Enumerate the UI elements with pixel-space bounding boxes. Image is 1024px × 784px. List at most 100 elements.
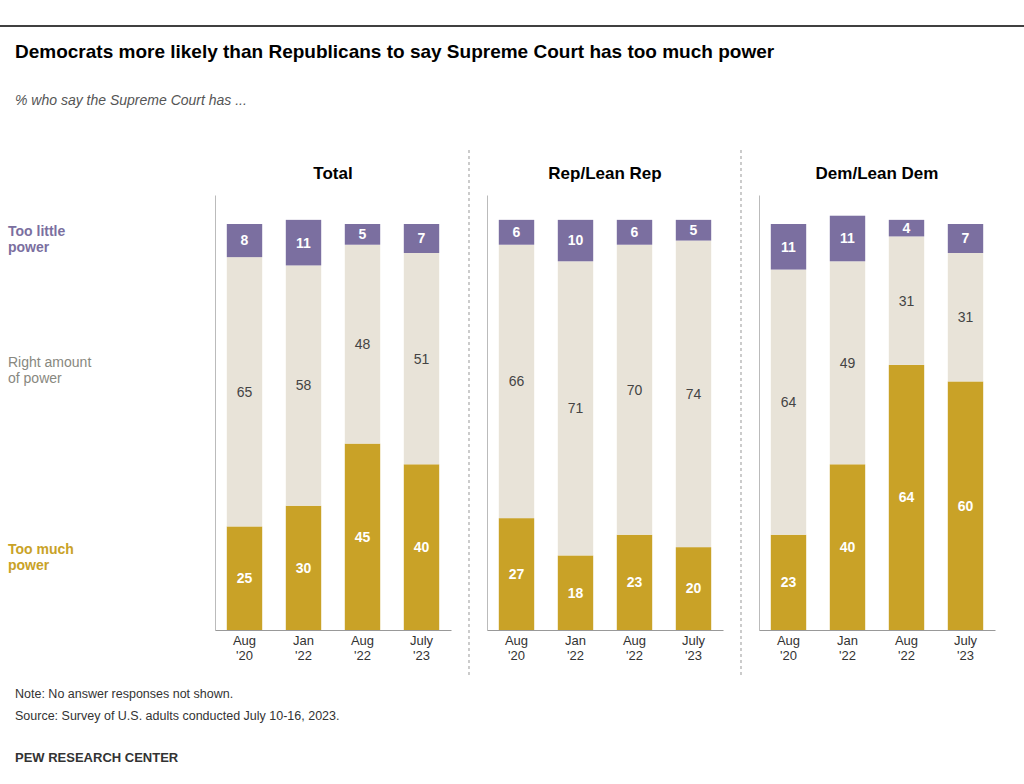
data-label: 6 — [513, 224, 521, 240]
data-label: 11 — [781, 239, 796, 255]
bar — [617, 245, 652, 535]
data-label: 74 — [686, 386, 702, 402]
bar — [558, 220, 593, 261]
panel-title: Rep/Lean Rep — [548, 164, 661, 183]
text-line: '20 — [236, 648, 253, 663]
bar — [404, 464, 439, 630]
bar — [830, 261, 865, 464]
bar — [948, 224, 983, 253]
series — [227, 220, 439, 266]
bar — [286, 220, 321, 266]
x-tick-label: Aug'22 — [623, 633, 646, 663]
text-line: '20 — [508, 648, 525, 663]
bar — [676, 220, 711, 241]
data-label: 58 — [296, 377, 312, 393]
x-axis-line — [488, 630, 724, 631]
text-line: '22 — [354, 648, 371, 663]
x-axis: Aug'20Jan'22Aug'22July'23 — [488, 630, 724, 663]
bar — [227, 526, 262, 630]
x-axis-line — [216, 630, 452, 631]
text-line: '22 — [839, 648, 856, 663]
bar — [617, 220, 652, 245]
x-tick: Jan'22 — [565, 630, 586, 663]
x-axis: Aug'20Jan'22Aug'22July'23 — [760, 630, 996, 663]
data-label: 40 — [414, 539, 430, 555]
bar — [771, 270, 806, 535]
panel-title: Total — [313, 164, 352, 183]
data-label: 11 — [840, 230, 855, 246]
data-label: 49 — [840, 355, 856, 371]
panel: 2340646064493131111147Aug'20Jan'22Aug'22… — [760, 164, 996, 663]
bar — [345, 224, 380, 245]
bar — [499, 518, 534, 630]
y-axis — [487, 196, 488, 631]
x-tick-label: Aug'22 — [351, 633, 374, 663]
x-tick: July'23 — [410, 630, 434, 663]
data-label: 7 — [418, 230, 426, 246]
x-tick-label: July'23 — [682, 633, 706, 663]
legend-entry: Right amountof power — [8, 354, 91, 386]
bars — [771, 216, 983, 630]
bars — [499, 220, 711, 630]
data-label: 30 — [296, 560, 312, 576]
y-axis — [759, 196, 760, 631]
text-line: Aug — [505, 633, 528, 648]
y-axis-line — [487, 196, 488, 631]
data-label: 18 — [568, 585, 584, 601]
x-tick-label: Aug'20 — [777, 633, 800, 663]
text-line: '22 — [567, 648, 584, 663]
x-tick: Jan'22 — [837, 630, 858, 663]
text-line: Too much — [8, 541, 74, 557]
data-label: 5 — [690, 222, 698, 238]
data-label: 40 — [840, 539, 856, 555]
text-line: '23 — [413, 648, 430, 663]
bar — [227, 224, 262, 257]
text-line: Aug — [623, 633, 646, 648]
series — [771, 236, 983, 534]
bar — [227, 257, 262, 526]
bar — [404, 253, 439, 464]
bar — [286, 506, 321, 630]
series — [227, 245, 439, 527]
x-axis: Aug'20Jan'22Aug'22July'23 — [216, 630, 452, 663]
text-line: Jan — [565, 633, 586, 648]
text-line: July — [682, 633, 706, 648]
bar — [499, 245, 534, 518]
data-label: 64 — [899, 489, 915, 505]
text-line: Aug — [895, 633, 918, 648]
data-label: 71 — [568, 400, 584, 416]
title: Democrats more likely than Republicans t… — [15, 41, 775, 62]
bar — [676, 241, 711, 548]
note: Note: No answer responses not shown. — [15, 687, 233, 701]
bars — [227, 220, 439, 630]
data-label: 20 — [686, 580, 702, 596]
data-label: 23 — [781, 574, 797, 590]
panel-divider — [740, 150, 741, 675]
data-label: 51 — [414, 351, 430, 367]
bar — [676, 547, 711, 630]
chart-root: Democrats more likely than Republicans t… — [0, 0, 1024, 784]
x-tick-label: July'23 — [410, 633, 434, 663]
text-line: power — [8, 557, 50, 573]
panel: 253045406558485181157Aug'20Jan'22Aug'22J… — [216, 164, 452, 663]
x-tick-label: Aug'22 — [895, 633, 918, 663]
data-label: 70 — [627, 382, 643, 398]
bar — [771, 535, 806, 630]
legend-entry: Too littlepower — [8, 223, 65, 255]
data-label: 7 — [962, 230, 970, 246]
bar — [889, 220, 924, 237]
data-labels: 2340646064493131111147 — [781, 220, 974, 590]
series — [771, 216, 983, 270]
bar — [558, 555, 593, 630]
data-label: 11 — [296, 235, 311, 251]
x-tick: Aug'20 — [505, 630, 528, 663]
top-rule — [0, 25, 1024, 27]
x-tick: Aug'20 — [233, 630, 256, 663]
subtitle: % who say the Supreme Court has ... — [15, 92, 247, 108]
panel-divider — [468, 150, 469, 675]
bar — [830, 216, 865, 262]
data-label: 48 — [355, 336, 371, 352]
x-tick: July'23 — [954, 630, 978, 663]
legend: Too muchpower Right amountof power Too lit… — [8, 223, 91, 574]
x-tick: Aug'20 — [777, 630, 800, 663]
